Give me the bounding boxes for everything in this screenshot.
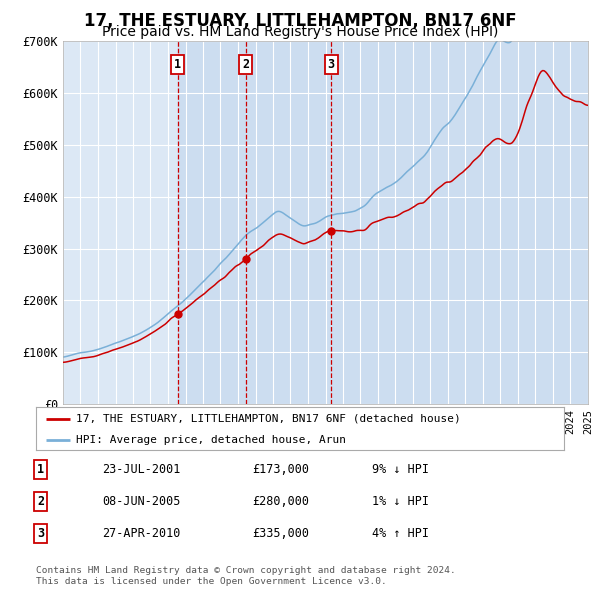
Text: £280,000: £280,000 xyxy=(252,495,309,508)
Text: 2: 2 xyxy=(37,495,44,508)
Text: £335,000: £335,000 xyxy=(252,527,309,540)
Text: 9% ↓ HPI: 9% ↓ HPI xyxy=(372,463,429,476)
Text: 3: 3 xyxy=(328,58,335,71)
Text: 27-APR-2010: 27-APR-2010 xyxy=(102,527,181,540)
Text: 4% ↑ HPI: 4% ↑ HPI xyxy=(372,527,429,540)
Text: 23-JUL-2001: 23-JUL-2001 xyxy=(102,463,181,476)
Text: £173,000: £173,000 xyxy=(252,463,309,476)
Text: 1: 1 xyxy=(37,463,44,476)
Text: HPI: Average price, detached house, Arun: HPI: Average price, detached house, Arun xyxy=(76,435,346,445)
Text: Contains HM Land Registry data © Crown copyright and database right 2024.: Contains HM Land Registry data © Crown c… xyxy=(36,566,456,575)
Text: 1: 1 xyxy=(174,58,181,71)
Text: This data is licensed under the Open Government Licence v3.0.: This data is licensed under the Open Gov… xyxy=(36,577,387,586)
Text: 1% ↓ HPI: 1% ↓ HPI xyxy=(372,495,429,508)
Text: 08-JUN-2005: 08-JUN-2005 xyxy=(102,495,181,508)
Text: 17, THE ESTUARY, LITTLEHAMPTON, BN17 6NF (detached house): 17, THE ESTUARY, LITTLEHAMPTON, BN17 6NF… xyxy=(76,414,460,424)
Text: Price paid vs. HM Land Registry's House Price Index (HPI): Price paid vs. HM Land Registry's House … xyxy=(102,25,498,39)
Bar xyxy=(178,41,588,404)
Text: 17, THE ESTUARY, LITTLEHAMPTON, BN17 6NF: 17, THE ESTUARY, LITTLEHAMPTON, BN17 6NF xyxy=(83,12,517,30)
Text: 2: 2 xyxy=(242,58,249,71)
Text: 3: 3 xyxy=(37,527,44,540)
